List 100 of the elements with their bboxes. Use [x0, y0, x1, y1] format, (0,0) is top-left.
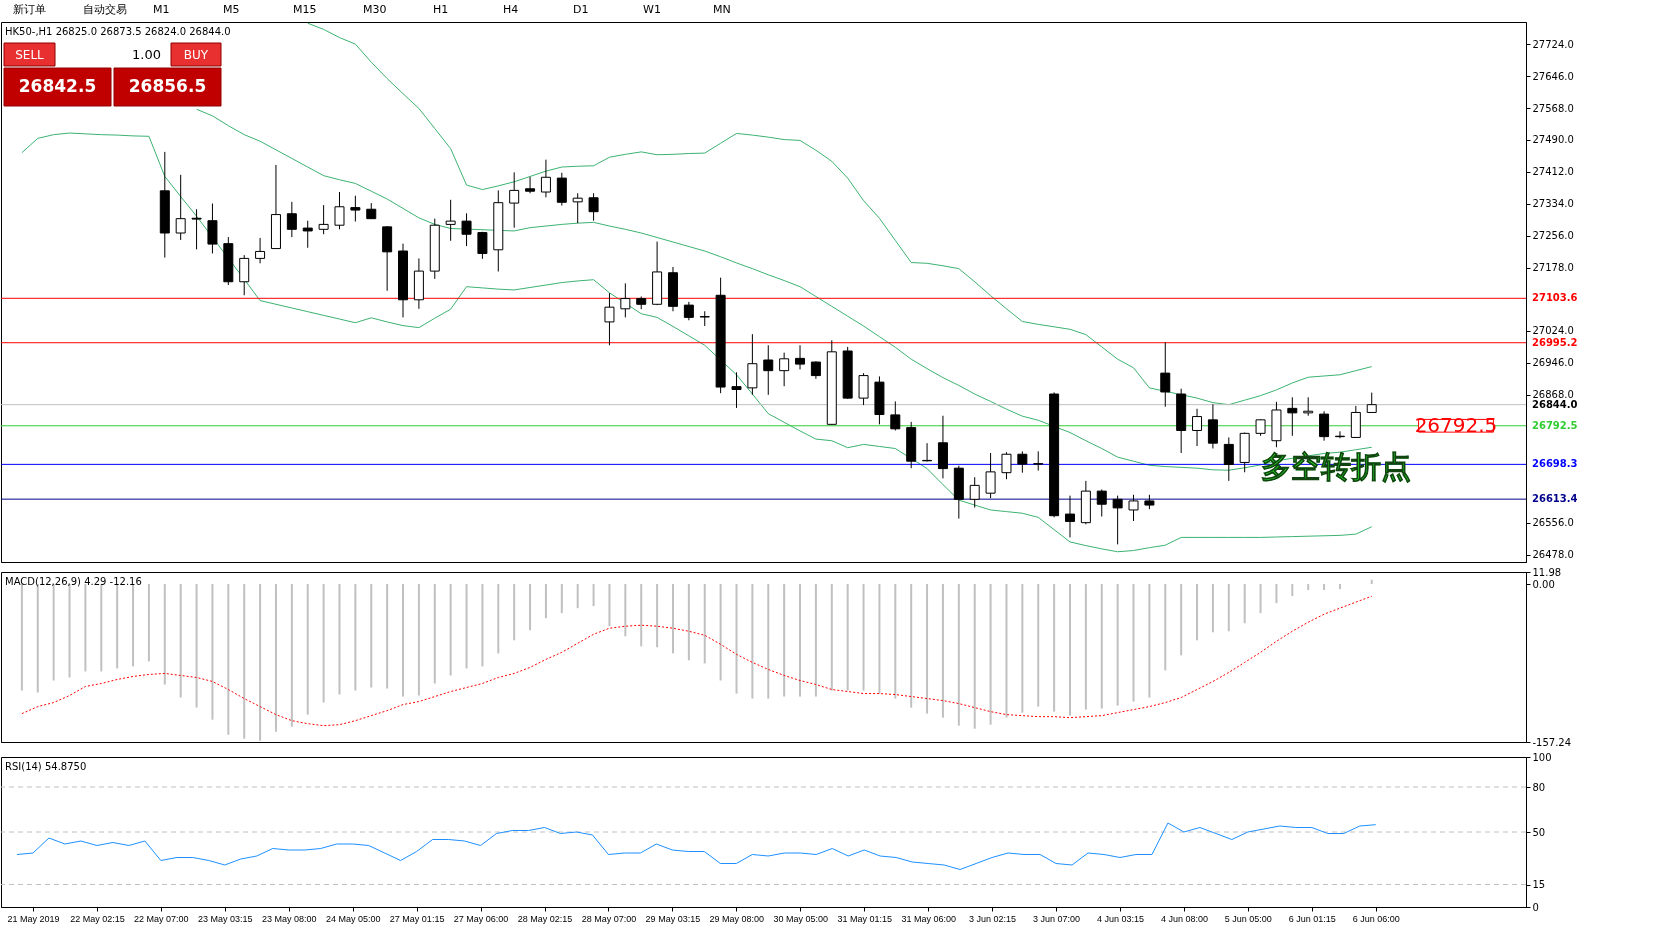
- candlestick: [1033, 450, 1044, 472]
- y-tick-label: 27568.0: [1532, 102, 1574, 114]
- ref-line-label: 26613.4: [1532, 493, 1578, 505]
- candlestick: [588, 192, 599, 222]
- y-tick-label: 27256.0: [1532, 230, 1574, 242]
- ref-line-label: 27103.6: [1532, 292, 1578, 304]
- candlestick: [445, 199, 456, 242]
- y-tick-label: 27024.0: [1532, 325, 1574, 337]
- line-series: [16, 822, 1377, 870]
- candlestick: [191, 208, 202, 250]
- candlestick: [525, 176, 536, 194]
- y-tick-label: 15: [1532, 879, 1546, 890]
- line-series: [307, 22, 1373, 406]
- x-tick-label: 4 Jun 08:00: [1160, 913, 1208, 924]
- candlestick: [207, 203, 218, 254]
- candlestick: [763, 344, 774, 396]
- x-tick-label: 6 Jun 06:00: [1352, 913, 1400, 924]
- text: H1: [433, 3, 449, 16]
- x-tick-label: 22 May 02:15: [70, 913, 125, 924]
- annotation: BUY: [183, 47, 209, 62]
- candlestick: [540, 159, 551, 198]
- y-tick-label: 27334.0: [1532, 198, 1574, 210]
- x-tick-label: 31 May 01:15: [837, 913, 892, 924]
- text: M5: [223, 3, 240, 16]
- y-tick-label: 27724.0: [1532, 38, 1574, 50]
- candlestick: [255, 237, 266, 264]
- y-tick-label: 80: [1532, 781, 1546, 793]
- x-tick-label: 24 May 05:00: [325, 913, 381, 924]
- annotation: 26842.5: [18, 76, 97, 96]
- text: 自动交易: [83, 3, 127, 16]
- x-tick-label: 28 May 02:15: [517, 913, 573, 924]
- text: M1: [153, 3, 170, 16]
- candlestick: [604, 292, 615, 346]
- text: W1: [643, 3, 661, 16]
- y-tick-label: 27490.0: [1532, 134, 1574, 146]
- ref-line-label: 26792.5: [1532, 419, 1578, 431]
- candlestick: [461, 212, 472, 247]
- text: M30: [363, 3, 387, 16]
- candlestick: [858, 372, 869, 406]
- x-tick-label: 22 May 07:00: [134, 913, 189, 924]
- text: 新订单: [13, 3, 46, 16]
- candlestick: [969, 476, 980, 509]
- x-tick-label: 27 May 01:15: [389, 913, 445, 924]
- candlestick: [175, 174, 186, 241]
- text: H4: [503, 3, 519, 16]
- y-tick-label: 50: [1532, 826, 1546, 838]
- candlestick: [890, 400, 901, 431]
- candlestick: [1303, 396, 1314, 417]
- text: D1: [573, 3, 589, 16]
- candlestick: [572, 192, 583, 224]
- candlestick: [779, 352, 790, 387]
- x-tick-label: 29 May 08:00: [709, 913, 765, 924]
- candlestick: [1017, 450, 1028, 474]
- x-tick-label: 28 May 07:00: [581, 913, 637, 924]
- x-tick-label: 29 May 03:15: [645, 913, 701, 924]
- candlestick: [1160, 341, 1171, 408]
- candlestick: [620, 282, 631, 318]
- text: M15: [293, 3, 317, 16]
- y-tick-label: -157.24: [1532, 736, 1572, 748]
- candlestick: [334, 191, 345, 230]
- y-tick-label: 11.98: [1532, 566, 1562, 578]
- candlestick: [795, 344, 806, 370]
- candlestick: [1319, 410, 1330, 442]
- y-tick-label: 27178.0: [1532, 262, 1574, 274]
- x-tick-label: 27 May 06:00: [453, 913, 509, 924]
- x-tick-label: 4 Jun 03:15: [1096, 913, 1144, 924]
- candlestick: [1128, 494, 1139, 522]
- candlestick: [1366, 392, 1377, 414]
- candlestick: [350, 195, 361, 223]
- y-tick-label: 0: [1532, 901, 1539, 913]
- line-series: [21, 595, 1373, 727]
- candlestick: [1001, 451, 1012, 480]
- y-tick-label: 26556.0: [1532, 517, 1574, 529]
- candlestick: [985, 452, 996, 499]
- x-tick-label: 5 Jun 05:00: [1224, 913, 1272, 924]
- candlestick: [318, 204, 329, 235]
- candlestick: [302, 220, 313, 249]
- candlestick: [239, 254, 250, 296]
- ref-line-label: 26698.3: [1532, 458, 1578, 470]
- ref-line-label: 26844.0: [1532, 398, 1578, 410]
- chart-title: HK50-,H1 26825.0 26873.5 26824.0 26844.0: [5, 26, 231, 37]
- y-tick-label: 0.00: [1532, 578, 1555, 590]
- candlestick: [477, 231, 488, 260]
- y-tick-label: 27646.0: [1532, 70, 1574, 82]
- x-tick-label: 3 Jun 07:00: [1033, 913, 1081, 924]
- candlestick: [286, 201, 297, 238]
- y-tick-label: 26478.0: [1532, 549, 1574, 561]
- annotation: 1.00: [132, 46, 161, 62]
- annotation: SELL: [15, 47, 45, 62]
- x-tick-label: 31 May 06:00: [901, 913, 956, 924]
- candlestick: [731, 371, 742, 409]
- chart-title: MACD(12,26,9) 4.29 -12.16: [5, 576, 142, 587]
- y-tick-label: 100: [1532, 751, 1552, 763]
- x-tick-label: 6 Jun 01:15: [1288, 913, 1336, 924]
- x-tick-label: 23 May 03:15: [198, 913, 253, 924]
- x-tick-label: 30 May 05:00: [773, 913, 829, 924]
- candlestick: [1192, 408, 1203, 447]
- candlestick: [1207, 403, 1218, 450]
- x-tick-label: 3 Jun 02:15: [969, 913, 1017, 924]
- candlestick: [1112, 495, 1123, 545]
